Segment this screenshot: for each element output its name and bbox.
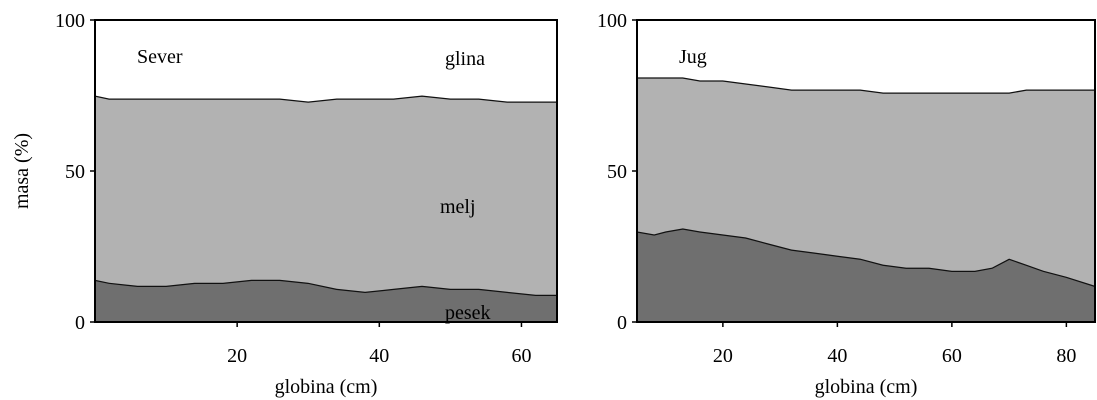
x-tick-label: 20 xyxy=(713,345,733,367)
x-tick-label: 40 xyxy=(827,345,847,367)
chart-panel-2: 0 50 100 20 40 60 80 globina (cm) Jug xyxy=(597,10,1096,398)
y-tick-label: 0 xyxy=(617,312,627,334)
x-axis-label: globina (cm) xyxy=(275,376,378,398)
y-tick-label: 50 xyxy=(607,161,627,183)
chart-panel-1: 0 50 100 20 40 60 globina (cm) masa (%) Sever pes… xyxy=(11,10,558,398)
area-pesek xyxy=(637,228,1095,322)
area-melj xyxy=(637,77,1095,286)
x-tick-label: 80 xyxy=(1056,345,1076,367)
area-melj xyxy=(95,95,557,295)
x-axis-label: globina (cm) xyxy=(815,376,918,398)
series-label-pesek: pesek xyxy=(445,302,491,324)
y-axis-label: masa (%) xyxy=(11,133,33,209)
y-tick-label: 100 xyxy=(597,10,627,32)
y-tick-label: 100 xyxy=(55,10,85,32)
area-glina xyxy=(95,20,557,102)
series-label-glina: glina xyxy=(445,48,485,70)
series-label-melj: melj xyxy=(440,196,476,218)
area-pesek xyxy=(95,279,557,322)
x-tick-label: 60 xyxy=(511,345,531,367)
y-tick-label: 50 xyxy=(65,161,85,183)
x-tick-label: 40 xyxy=(369,345,389,367)
y-tick-label: 0 xyxy=(75,312,85,334)
panel-annotation: Jug xyxy=(679,46,707,68)
area-glina xyxy=(637,20,1095,93)
x-tick-label: 20 xyxy=(227,345,247,367)
x-tick-label: 60 xyxy=(942,345,962,367)
panel-annotation: Sever xyxy=(137,46,183,68)
